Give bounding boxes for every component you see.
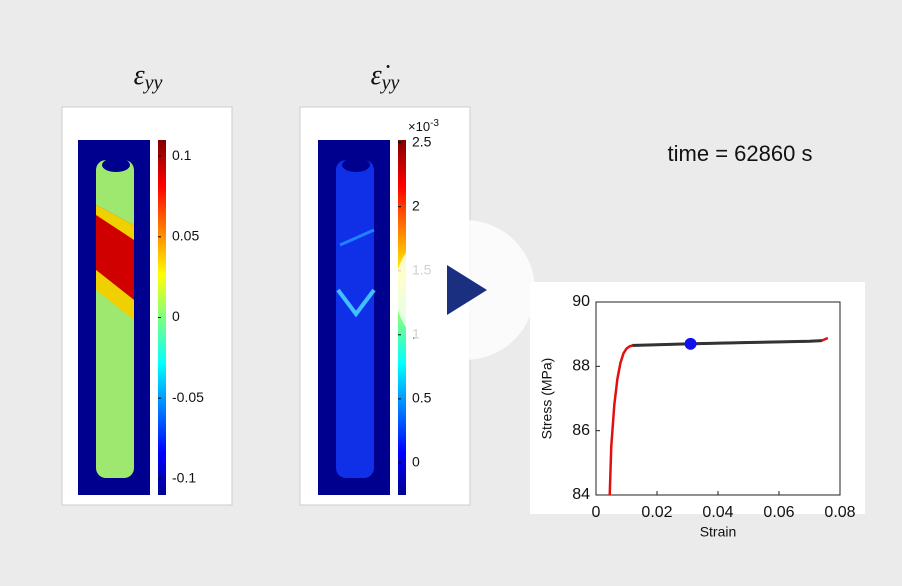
x-tick-label: 0.02	[641, 504, 672, 521]
play-button[interactable]	[395, 220, 535, 360]
time-label: time = 62860 s	[668, 141, 813, 166]
y-tick-label: 90	[572, 293, 590, 310]
colorbar-tick-label: 0.05	[172, 228, 199, 244]
colorbar-tick-label: -0.05	[172, 389, 204, 405]
chart-background	[530, 282, 865, 514]
colorbar-tick-label: 0	[412, 454, 420, 470]
colorbar	[158, 140, 166, 495]
x-axis-label: Strain	[700, 524, 737, 540]
chart: 0.10.050-0.05-0.12.521.510.5000.020.040.…	[158, 133, 856, 540]
colorbar-tick-label: 2.5	[412, 133, 432, 149]
specimen	[96, 160, 134, 478]
specimen-hole	[342, 158, 370, 172]
specimen-band	[96, 205, 134, 240]
specimen-hole	[102, 158, 130, 172]
data-line	[632, 339, 822, 347]
x-tick-label: 0.08	[824, 504, 855, 521]
x-tick-label: 0.04	[702, 504, 733, 521]
current-point	[684, 337, 697, 350]
colorbar-tick-label: 0	[172, 308, 180, 324]
colorbar-tick-label: -0.1	[172, 470, 196, 486]
y-tick-label: 84	[572, 486, 590, 503]
y-tick-label: 86	[572, 422, 590, 439]
specimen-band	[336, 288, 376, 318]
play-icon[interactable]	[447, 265, 487, 315]
colorbar-tick-label: 0.1	[172, 147, 192, 163]
panel-title: εyy	[134, 60, 163, 93]
specimen-band	[96, 270, 134, 320]
x-tick-label: 0	[592, 504, 601, 521]
colorbar-tick-label: 0.5	[412, 390, 432, 406]
colorbar-tick-label: 2	[412, 197, 420, 213]
specimen-band	[339, 228, 375, 247]
x-tick-label: 0.06	[763, 504, 794, 521]
specimen	[336, 160, 374, 478]
colorbar-scale: ×10-3	[408, 118, 439, 135]
y-tick-label: 88	[572, 358, 590, 375]
y-axis-label: Stress (MPa)	[539, 358, 555, 440]
